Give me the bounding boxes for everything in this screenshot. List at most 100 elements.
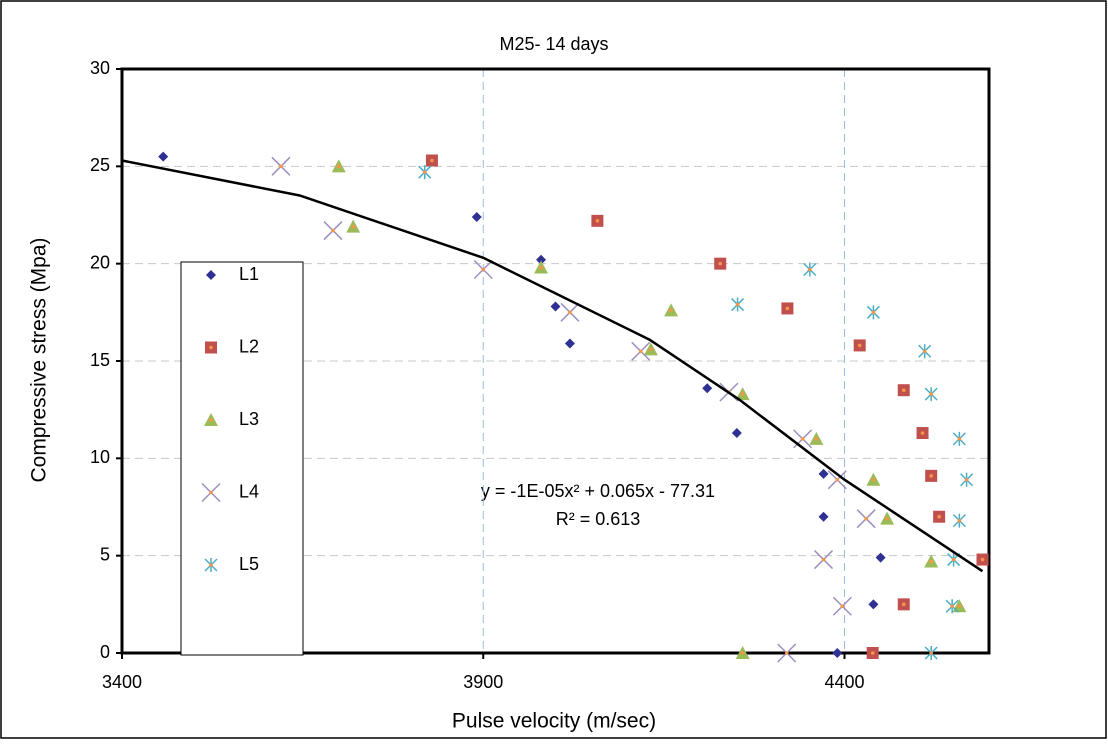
marker-dot <box>331 228 335 233</box>
point <box>952 431 966 446</box>
marker-shape <box>471 211 482 222</box>
marker-dot <box>649 347 653 352</box>
marker-dot <box>209 418 213 422</box>
marker-dot <box>430 158 434 163</box>
point <box>473 259 493 280</box>
point <box>866 472 881 486</box>
point <box>832 648 843 658</box>
marker-shape <box>158 151 169 162</box>
legend-marker <box>204 558 218 572</box>
legend-marker <box>206 270 216 280</box>
marker-dot <box>871 310 876 315</box>
marker-dot <box>840 604 845 609</box>
marker-shape <box>731 428 742 439</box>
trendline <box>121 159 984 573</box>
marker-dot <box>718 261 723 266</box>
r-squared: R² = 0.613 <box>556 509 641 529</box>
equation: y = -1E-05x² + 0.065x - 77.31 <box>481 481 715 501</box>
marker-dot <box>857 343 862 348</box>
marker-dot <box>595 219 600 223</box>
marker-dot <box>951 557 956 562</box>
marker-dot <box>871 477 876 482</box>
point <box>536 254 547 265</box>
point <box>331 159 346 173</box>
legend-marker <box>201 482 221 503</box>
point <box>643 342 658 356</box>
x-axis-title: Pulse velocity (m/sec) <box>452 710 656 733</box>
point <box>803 262 817 277</box>
marker-dot <box>864 516 868 521</box>
marker-dot <box>481 267 486 272</box>
point <box>952 513 966 528</box>
marker-dot <box>735 302 740 307</box>
marker-shape <box>818 511 829 522</box>
point <box>425 154 438 167</box>
x-tick-label: 3400 <box>102 672 142 692</box>
point <box>925 469 938 482</box>
point <box>818 511 829 522</box>
marker-dot <box>929 559 933 564</box>
marker-dot <box>964 477 969 482</box>
marker-dot <box>957 437 962 441</box>
point <box>346 219 361 233</box>
marker-shape <box>832 648 843 658</box>
y-tick-label: 10 <box>90 447 110 467</box>
point <box>924 387 938 402</box>
point <box>918 344 932 359</box>
point <box>866 647 879 659</box>
marker-dot <box>835 477 840 482</box>
marker-shape <box>206 270 216 280</box>
marker-dot <box>279 164 283 169</box>
marker-shape <box>564 338 575 349</box>
marker-dot <box>929 392 933 396</box>
marker-shape <box>818 468 829 479</box>
legend-marker <box>204 413 218 426</box>
point <box>960 472 974 487</box>
marker-dot <box>929 651 933 655</box>
marker-dot <box>885 516 889 521</box>
x-tick-label: 3900 <box>463 672 503 692</box>
marker-dot <box>209 345 213 350</box>
point <box>916 427 929 440</box>
legend-label: L4 <box>239 481 259 501</box>
marker-dot <box>785 306 790 311</box>
plot-area <box>120 67 991 655</box>
point <box>735 646 750 659</box>
marker-dot <box>808 267 812 272</box>
marker-shape <box>875 552 886 563</box>
point <box>818 468 829 479</box>
point <box>814 550 834 570</box>
marker-shape <box>536 254 547 265</box>
point <box>781 302 794 315</box>
point <box>832 596 852 616</box>
marker-shape <box>868 599 879 610</box>
point <box>897 598 910 611</box>
marker-dot <box>929 474 933 478</box>
marker-dot <box>638 349 643 354</box>
y-tick-label: 0 <box>100 642 110 662</box>
point <box>875 552 886 563</box>
marker-dot <box>784 651 789 655</box>
point <box>564 338 575 349</box>
y-tick-label: 5 <box>100 544 110 564</box>
point <box>418 165 432 180</box>
marker-dot <box>422 170 427 174</box>
legend-label: L1 <box>239 264 259 284</box>
marker-dot <box>957 518 962 523</box>
marker-dot <box>870 651 875 655</box>
point <box>731 428 742 439</box>
point <box>856 509 876 529</box>
marker-dot <box>209 490 213 495</box>
marker-dot <box>669 308 673 313</box>
x-tick-label: 4400 <box>824 672 864 692</box>
point <box>631 341 651 361</box>
marker-dot <box>821 557 826 562</box>
point <box>731 297 745 312</box>
marker-dot <box>539 265 543 270</box>
marker-dot <box>740 651 745 655</box>
legend-label: L5 <box>239 554 259 574</box>
y-tick-label: 25 <box>90 155 110 175</box>
point <box>777 643 797 663</box>
